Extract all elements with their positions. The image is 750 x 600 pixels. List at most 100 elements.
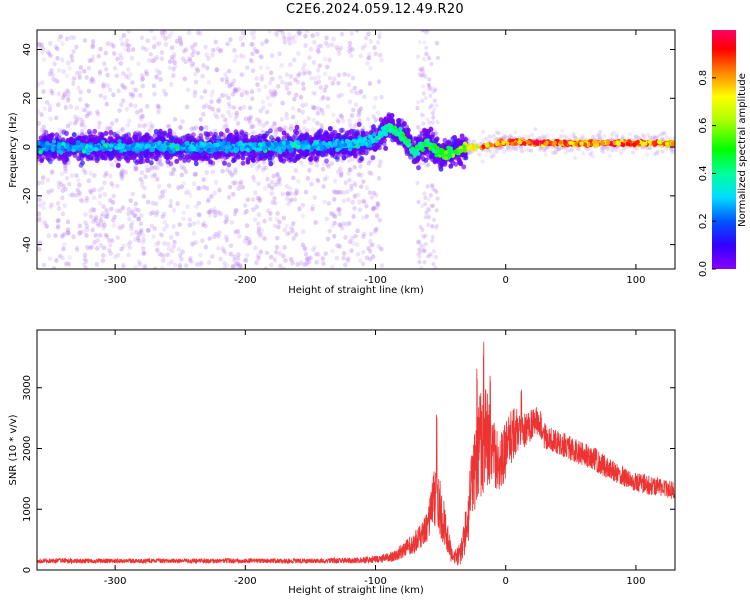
spectrogram-band-cell <box>108 129 114 136</box>
spectrogram-noise-cell <box>279 117 284 122</box>
spectrogram-noise-cell <box>159 162 165 168</box>
spectrogram-band-cell <box>328 134 334 140</box>
spectrogram-noise-cell <box>491 153 496 158</box>
spectrogram-noise-cell <box>311 105 316 111</box>
spectrogram-noise-cell <box>305 128 310 133</box>
spectrogram-noise-cell <box>152 172 157 178</box>
spectrogram-noise-cell <box>275 235 280 241</box>
spectrogram-noise-cell <box>138 92 143 98</box>
spectrogram-noise-cell <box>230 91 236 97</box>
spectrogram-noise-cell <box>96 111 101 117</box>
spectrogram-noise-cell <box>281 266 286 269</box>
spectrogram-noise-cell <box>620 134 625 139</box>
spectrogram-noise-cell <box>198 117 203 122</box>
spectrogram-noise-cell <box>63 169 68 174</box>
spectrogram-noise-cell <box>101 83 106 88</box>
spectrogram-noise-cell <box>232 48 237 53</box>
spectrogram-noise-cell <box>329 211 334 217</box>
spectrogram-band-cell <box>257 152 263 158</box>
spectrogram-noise-cell <box>204 52 209 58</box>
spectrogram-noise-cell <box>111 193 116 199</box>
spectrogram-noise-cell <box>169 82 174 87</box>
spectrogram-noise-cell <box>143 174 148 180</box>
spectrogram-noise-cell <box>331 213 336 219</box>
spectrogram-noise-cell <box>430 238 434 243</box>
spectrogram-noise-cell <box>349 88 354 94</box>
spectrogram-noise-cell <box>508 133 513 138</box>
spectrogram-noise-cell <box>79 117 84 123</box>
spectrogram-noise-cell <box>260 167 266 173</box>
spectrogram-noise-cell <box>64 175 70 181</box>
spectrogram-noise-cell <box>295 79 301 85</box>
spectrogram-noise-cell <box>420 67 424 73</box>
spectrogram-noise-cell <box>577 147 582 152</box>
spectrogram-noise-cell <box>285 191 290 197</box>
spectrogram-noise-cell <box>375 40 381 45</box>
spectrogram-noise-cell <box>249 89 255 95</box>
spectrogram-noise-cell <box>94 262 100 267</box>
spectrogram-noise-cell <box>291 236 296 241</box>
spectrogram-noise-cell <box>282 35 287 41</box>
spectrogram-noise-cell <box>191 230 197 236</box>
spectrogram-noise-cell <box>495 130 499 135</box>
spectrogram-noise-cell <box>325 104 331 109</box>
spectrogram-noise-cell <box>229 81 234 87</box>
spectrogram-noise-cell <box>341 220 347 226</box>
spectrogram-band-cell <box>344 153 349 159</box>
spectrogram-noise-cell <box>416 247 421 253</box>
spectrogram-noise-cell <box>152 91 157 97</box>
spectrogram-noise-cell <box>82 124 88 130</box>
spectrogram-noise-cell <box>519 145 524 150</box>
spectrogram-noise-cell <box>277 176 282 181</box>
spectrogram-noise-cell <box>220 77 225 83</box>
spectrogram-noise-cell <box>611 130 616 135</box>
spectrogram-noise-cell <box>379 246 384 252</box>
spectrogram-noise-cell <box>370 254 376 259</box>
spectrogram-noise-cell <box>361 234 366 239</box>
spectrogram-noise-cell <box>47 103 53 109</box>
spectrogram-noise-cell <box>154 242 159 247</box>
spectrogram-noise-cell <box>434 223 439 228</box>
spectrogram-noise-cell <box>110 184 116 189</box>
spectrogram-noise-cell <box>332 214 338 220</box>
spectrogram-noise-cell <box>77 182 82 188</box>
spectrogram-noise-cell <box>370 242 375 248</box>
spectrogram-noise-cell <box>154 74 159 80</box>
spectrogram-band-cell <box>210 160 216 166</box>
spectrogram-noise-cell <box>435 196 440 201</box>
spectrogram-noise-cell <box>65 123 71 129</box>
spectrogram-noise-cell <box>488 150 493 155</box>
spectrogram-noise-cell <box>323 56 328 62</box>
spectrogram-noise-cell <box>355 228 360 234</box>
spectrogram-noise-cell <box>285 231 290 237</box>
spectrogram-noise-cell <box>195 185 201 191</box>
spectrogram-noise-cell <box>423 241 428 247</box>
spectrogram-noise-cell <box>84 195 90 201</box>
spectrogram-noise-cell <box>427 56 432 61</box>
spectrogram-noise-cell <box>339 31 345 37</box>
spectrogram-noise-cell <box>217 48 223 54</box>
spectrogram-noise-cell <box>183 59 188 65</box>
spectrogram-noise-cell <box>259 73 265 79</box>
spectrogram-noise-cell <box>190 44 195 49</box>
spectrogram-noise-cell <box>264 250 270 256</box>
spectrogram-noise-cell <box>268 216 273 222</box>
spectrogram-noise-cell <box>352 85 358 91</box>
spectrogram-noise-cell <box>201 63 206 68</box>
spectrogram-noise-cell <box>315 120 320 126</box>
spectrogram-noise-cell <box>229 171 234 177</box>
spectrogram-noise-cell <box>187 217 192 223</box>
spectrogram-noise-cell <box>330 80 335 86</box>
spectrogram-noise-cell <box>357 207 363 213</box>
spectrogram-noise-cell <box>56 67 62 73</box>
spectrogram-noise-cell <box>136 259 142 265</box>
spectrogram-noise-cell <box>261 165 266 171</box>
spectrogram-noise-cell <box>272 93 277 98</box>
spectrogram-noise-cell <box>322 88 327 93</box>
spectrogram-noise-cell <box>231 180 236 186</box>
spectrogram-noise-cell <box>156 240 161 246</box>
spectrogram-noise-cell <box>276 84 281 89</box>
spectrogram-noise-cell <box>288 62 293 67</box>
spectrogram-noise-cell <box>591 134 596 139</box>
